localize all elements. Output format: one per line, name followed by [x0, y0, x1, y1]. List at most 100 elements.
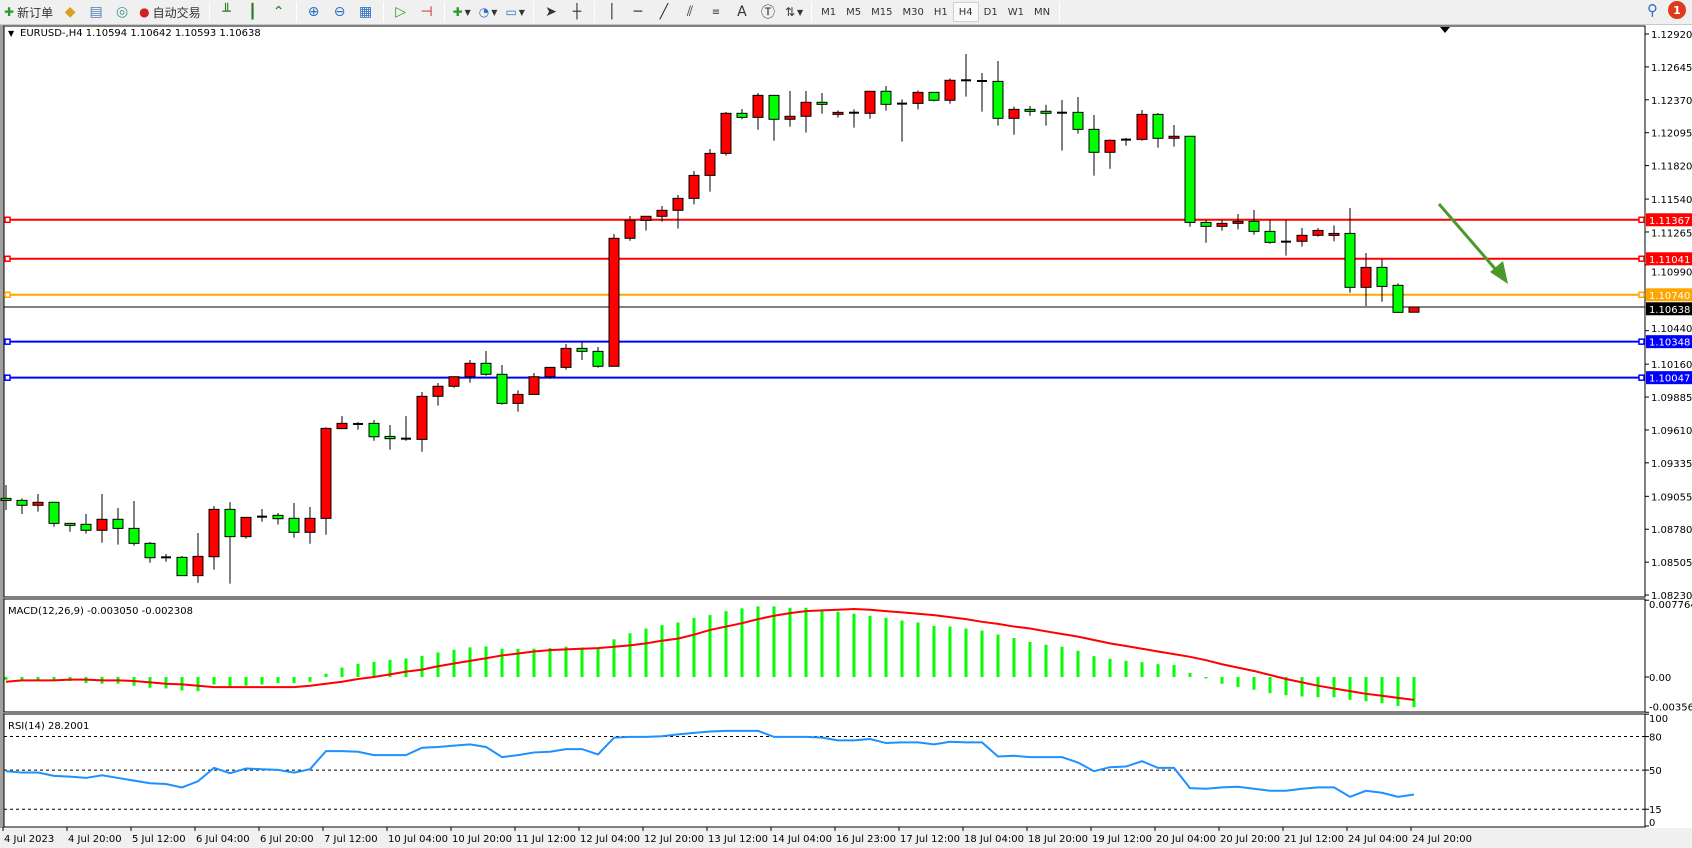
- macd-bar: [340, 667, 344, 677]
- candle: [432, 383, 444, 406]
- candle-body-bear: [928, 91, 940, 101]
- rsi-label: RSI(14) 28.2001: [8, 721, 89, 732]
- candle: [640, 215, 652, 231]
- macd-bar: [548, 648, 552, 677]
- candle: [1312, 228, 1324, 237]
- notification-badge[interactable]: 1: [1668, 1, 1686, 19]
- tile-windows-button[interactable]: ▦: [354, 1, 378, 23]
- zoom-in-button[interactable]: ⊕: [302, 1, 326, 23]
- line-chart-button[interactable]: ⌃: [267, 1, 291, 23]
- horizontal-line-tool[interactable]: ─: [626, 1, 650, 23]
- candle: [1024, 106, 1036, 116]
- periods-button[interactable]: ◔ ▼: [476, 1, 501, 23]
- terminal-button[interactable]: ▤: [84, 1, 108, 23]
- macd-bar: [660, 625, 664, 677]
- search-icon[interactable]: ⚲: [1647, 1, 1658, 19]
- candle-body-bull: [704, 152, 716, 176]
- macd-bar: [1412, 677, 1416, 708]
- rsi-line: [5, 729, 1415, 798]
- equidistant-channel-tool[interactable]: ⫽: [678, 1, 702, 23]
- macd-bar: [1156, 664, 1160, 677]
- templates-button[interactable]: ▭ ▼: [502, 1, 528, 23]
- macd-bar: [36, 677, 40, 680]
- trendline-tool[interactable]: ╱: [652, 1, 676, 23]
- text-tool[interactable]: A: [730, 1, 754, 23]
- candle: [624, 216, 636, 241]
- text-label-tool[interactable]: Ⓣ: [756, 1, 780, 23]
- time-label: 20 Jul 20:00: [1220, 834, 1280, 845]
- bar-chart-icon: ╨: [222, 4, 231, 20]
- price-label: 1.12645: [1651, 63, 1692, 74]
- candle: [880, 86, 892, 111]
- candle-body-bull: [96, 518, 108, 531]
- macd-bar: [1380, 677, 1384, 704]
- candle: [1328, 225, 1340, 242]
- line-handle-right: [1638, 291, 1645, 299]
- cursor-tool[interactable]: ➤: [539, 1, 563, 23]
- candle: [800, 90, 812, 133]
- vertical-line-tool[interactable]: │: [600, 1, 624, 23]
- macd-bar: [1028, 641, 1032, 677]
- macd-bar: [676, 622, 680, 677]
- macd-bar: [692, 617, 696, 677]
- candle-body-bear: [128, 527, 140, 544]
- time-label: 4 Jul 2023: [4, 834, 54, 845]
- candle-body-bull: [1104, 139, 1116, 153]
- macd-bar: [916, 622, 920, 677]
- candle-body-bear: [224, 508, 236, 538]
- candle: [288, 503, 300, 538]
- candle: [608, 234, 620, 367]
- bar-chart-button[interactable]: ╨: [215, 1, 239, 23]
- time-label: 20 Jul 04:00: [1156, 834, 1216, 845]
- macd-bar: [724, 611, 728, 677]
- macd-bar: [1284, 677, 1288, 696]
- candle-body-bull: [1008, 108, 1020, 119]
- candle: [257, 509, 267, 522]
- macd-bar: [468, 647, 472, 677]
- zoom-out-button[interactable]: ⊖: [328, 1, 352, 23]
- time-label: 18 Jul 04:00: [964, 834, 1024, 845]
- timeframe-d1[interactable]: D1: [983, 6, 998, 18]
- macd-bar: [308, 677, 312, 682]
- timeframe-mn[interactable]: MN: [1033, 6, 1051, 18]
- signals-button[interactable]: ◎: [110, 1, 134, 23]
- history-center-button[interactable]: ◆: [58, 1, 82, 23]
- candlestick-chart-button[interactable]: ┃: [241, 1, 265, 23]
- zoom-out-icon: ⊖: [333, 4, 346, 20]
- timeframe-w1[interactable]: W1: [1007, 6, 1024, 18]
- candle-body-bull: [1360, 266, 1372, 288]
- candle-body-bull: [1232, 220, 1244, 224]
- macd-bar: [1188, 672, 1192, 677]
- candle-body-bull: [336, 422, 348, 430]
- candle-body-doji: [257, 515, 267, 518]
- line-handle-right: [1638, 338, 1645, 345]
- timeframe-m1[interactable]: M1: [821, 6, 837, 18]
- crosshair-tool[interactable]: ┼: [565, 1, 589, 23]
- candle-body-bull: [240, 516, 252, 538]
- timeframe-h1[interactable]: H1: [933, 6, 948, 18]
- timeframe-h4[interactable]: H4: [952, 2, 979, 22]
- candle: [1216, 220, 1228, 231]
- indicators-button[interactable]: ✚ ▼: [450, 1, 474, 23]
- chart-window[interactable]: ▼ EURUSD-,H4 1.10594 1.10642 1.10593 1.10…: [0, 25, 1692, 848]
- fibonacci-tool[interactable]: ≡: [704, 1, 728, 23]
- price-label: 1.10440: [1651, 324, 1692, 335]
- time-label: 24 Jul 20:00: [1412, 834, 1472, 845]
- chart-shift-button[interactable]: ⊣: [415, 1, 439, 23]
- line-handle-left: [4, 216, 11, 224]
- macd-bar: [1316, 677, 1320, 698]
- candle: [336, 415, 348, 430]
- auto-scroll-button[interactable]: ▷: [389, 1, 413, 23]
- timeframe-m5[interactable]: M5: [846, 6, 862, 18]
- arrows-tool[interactable]: ⇅ ▼: [782, 1, 806, 23]
- chart-header: EURUSD-,H4 1.10594 1.10642 1.10593 1.106…: [20, 28, 261, 39]
- candle-body-bear: [144, 542, 156, 559]
- auto-trading-button[interactable]: ● 自动交易: [136, 1, 204, 23]
- new-order-button[interactable]: ✚ 新订单: [1, 1, 56, 23]
- channel-icon: ⫽: [686, 4, 694, 20]
- macd-bar: [1124, 660, 1128, 677]
- timeframe-m30[interactable]: M30: [902, 6, 924, 18]
- candle-body-bull: [1328, 232, 1340, 236]
- candle-body-bull: [464, 362, 476, 378]
- timeframe-m15[interactable]: M15: [871, 6, 893, 18]
